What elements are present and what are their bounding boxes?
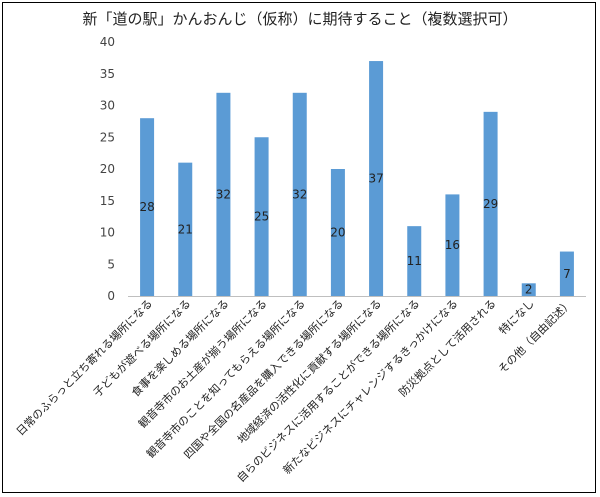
data-label: 32 bbox=[216, 187, 231, 201]
bar bbox=[216, 92, 231, 296]
chart-title: 新「道の駅」かんおんじ（仮称）に期待すること（複数選択可） bbox=[82, 10, 518, 28]
bar bbox=[178, 162, 193, 296]
x-axis: 日常のふらっと立ち寄れる場所になる子どもが遊べる場所になる食事を楽しめる場所にな… bbox=[13, 296, 575, 485]
data-label: 32 bbox=[292, 187, 307, 201]
data-label: 25 bbox=[254, 210, 269, 224]
y-tick-label: 30 bbox=[100, 99, 115, 113]
bar bbox=[254, 137, 269, 296]
data-label: 37 bbox=[368, 172, 383, 186]
y-tick-label: 10 bbox=[100, 226, 115, 240]
bar bbox=[445, 194, 460, 296]
y-tick-label: 15 bbox=[100, 194, 115, 208]
y-tick-label: 20 bbox=[100, 162, 115, 176]
bar bbox=[292, 92, 307, 296]
data-label: 2 bbox=[525, 283, 533, 297]
data-label: 29 bbox=[483, 197, 498, 211]
y-tick-label: 35 bbox=[100, 67, 115, 81]
bar bbox=[369, 61, 384, 296]
x-tick-label: 自らのビジネスに活用することができる場所になる bbox=[234, 296, 423, 485]
bar bbox=[559, 251, 574, 296]
data-label: 28 bbox=[139, 200, 154, 214]
bar bbox=[521, 283, 536, 296]
bar bbox=[483, 111, 498, 296]
y-tick-label: 40 bbox=[100, 35, 115, 49]
bar bbox=[330, 169, 345, 296]
x-tick-label: その他（自由記述） bbox=[495, 296, 575, 376]
data-label: 7 bbox=[563, 267, 571, 281]
data-label: 21 bbox=[178, 222, 193, 236]
x-tick-label: 日常のふらっと立ち寄れる場所になる bbox=[13, 296, 155, 438]
bar bbox=[140, 118, 155, 296]
data-label: 16 bbox=[445, 238, 460, 252]
bar bbox=[407, 226, 422, 296]
data-label: 11 bbox=[407, 254, 422, 268]
y-tick-label: 5 bbox=[107, 257, 115, 271]
y-axis: 0 5 10 15 20 25 30 35 40 bbox=[100, 35, 586, 303]
bars bbox=[140, 61, 574, 296]
y-tick-label: 0 bbox=[107, 289, 115, 303]
data-label: 20 bbox=[330, 226, 345, 240]
x-tick-label: 新たなビジネスにチャレンジするきっかけになる bbox=[280, 296, 461, 477]
data-labels: 28 21 32 25 32 20 37 11 16 29 2 7 bbox=[139, 172, 570, 297]
y-tick-label: 25 bbox=[100, 130, 115, 144]
